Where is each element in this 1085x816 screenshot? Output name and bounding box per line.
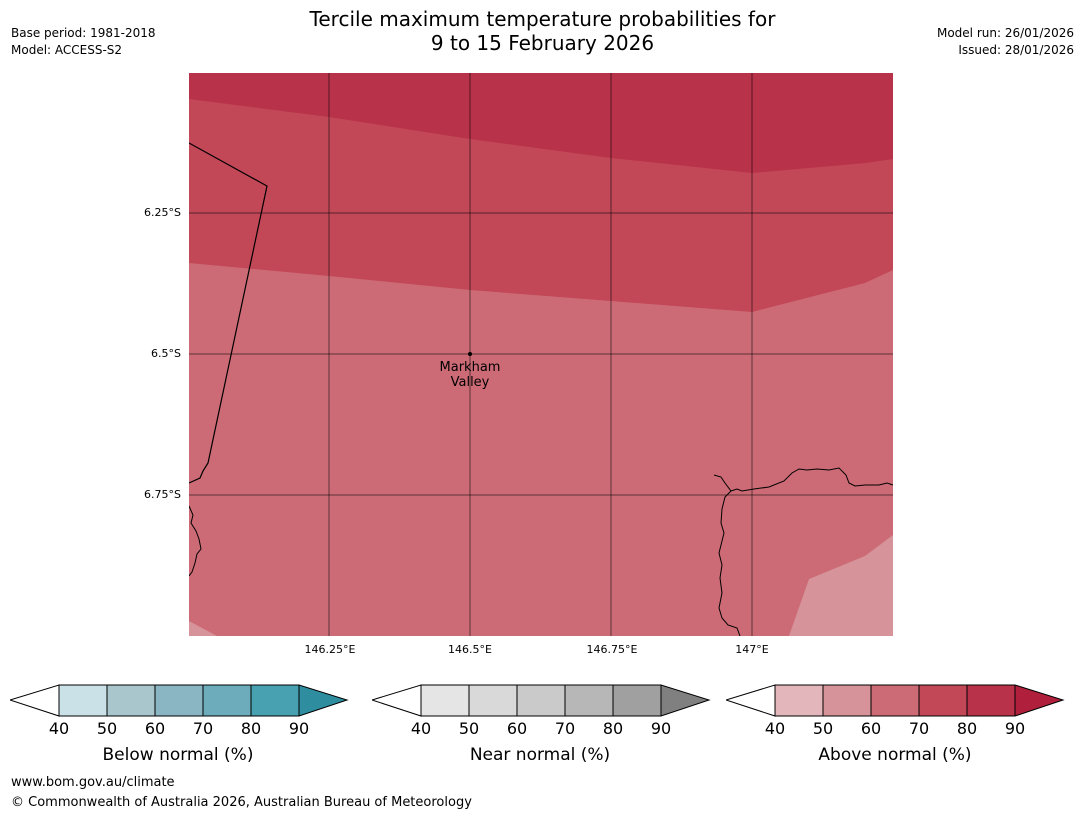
- colorbar-below-tick-60: 60: [144, 719, 166, 738]
- colorbar-above-tick-90: 90: [1004, 719, 1026, 738]
- lon-label-147: 147°E: [735, 643, 769, 656]
- colorbar-near-swatch-40: [421, 685, 469, 716]
- colorbar-below-tick-80: 80: [240, 719, 262, 738]
- colorbar-near-normal: [372, 684, 711, 717]
- colorbar-below-swatch-70: [203, 685, 251, 716]
- colorbar-near-swatch-50: [469, 685, 517, 716]
- coastline-huon-gulf: [713, 467, 893, 636]
- map-zone-above-50: [189, 535, 893, 636]
- colorbar-near-extend-high: [661, 685, 709, 716]
- colorbar-below-swatch-60: [155, 685, 203, 716]
- issued-text: Issued: 28/01/2026: [958, 43, 1074, 57]
- lat-label-6-25: 6.25°S: [144, 206, 181, 219]
- colorbar-above-swatch-40: [775, 685, 823, 716]
- lon-label-146-75: 146.75°E: [586, 643, 638, 656]
- colorbar-near-extend-low: [372, 684, 422, 717]
- colorbar-below-swatch-50: [107, 685, 155, 716]
- header-meta-left: Base period: 1981-2018 Model: ACCESS-S2: [11, 25, 156, 59]
- model-text: Model: ACCESS-S2: [11, 43, 123, 57]
- colorbar-near-swatch-60: [517, 685, 565, 716]
- colorbar-near-swatch-70: [565, 685, 613, 716]
- model-run-text: Model run: 26/01/2026: [936, 26, 1074, 40]
- colorbar-near-tick-40: 40: [410, 719, 432, 738]
- map-panel[interactable]: [189, 73, 893, 636]
- town-label-markham-valley: Markham Valley: [410, 360, 530, 390]
- colorbar-above-tick-60: 60: [860, 719, 882, 738]
- town-name-line-1: Markham: [439, 360, 501, 375]
- base-period-text: Base period: 1981-2018: [11, 26, 156, 40]
- colorbar-above-swatch-80: [967, 685, 1015, 716]
- colorbar-below-swatch-40: [59, 685, 107, 716]
- lon-label-146-5: 146.5°E: [448, 643, 492, 656]
- graticule: [189, 73, 893, 636]
- colorbar-above-extend-low: [726, 684, 776, 717]
- colorbar-below-extend-low: [10, 684, 60, 717]
- colorbar-below-extend-high: [299, 685, 347, 716]
- town-marker-dot: [468, 352, 472, 356]
- header-meta-right: Model run: 26/01/2026 Issued: 28/01/2026: [937, 25, 1074, 59]
- title-line-2: 9 to 15 February 2026: [430, 31, 655, 55]
- colorbar-near-tick-80: 80: [602, 719, 624, 738]
- title-line-1: Tercile maximum temperature probabilitie…: [309, 7, 776, 31]
- colorbar-above-normal: [726, 684, 1065, 717]
- province-border-line: [189, 142, 268, 484]
- colorbar-above-tick-80: 80: [956, 719, 978, 738]
- colorbar-above-tick-70: 70: [908, 719, 930, 738]
- colorbar-near-tick-70: 70: [554, 719, 576, 738]
- footer-url: www.bom.gov.au/climate: [11, 775, 175, 790]
- map-zone-above-80: [189, 73, 893, 173]
- lon-label-146-25: 146.25°E: [304, 643, 356, 656]
- footer-copyright: © Commonwealth of Australia 2026, Austra…: [11, 795, 472, 810]
- colorbar-above-swatch-70: [919, 685, 967, 716]
- colorbar-below-swatch-80: [251, 685, 299, 716]
- colorbar-above-swatch-50: [823, 685, 871, 716]
- colorbar-below-normal: [10, 684, 349, 717]
- colorbar-near-title: Near normal (%): [469, 745, 611, 765]
- colorbar-near-tick-50: 50: [458, 719, 480, 738]
- colorbar-above-title: Above normal (%): [818, 745, 972, 765]
- colorbar-above-tick-40: 40: [764, 719, 786, 738]
- colorbar-above-swatch-60: [871, 685, 919, 716]
- colorbar-below-tick-50: 50: [96, 719, 118, 738]
- colorbar-near-swatch-80: [613, 685, 661, 716]
- colorbar-near-tick-90: 90: [650, 719, 672, 738]
- colorbar-below-tick-90: 90: [288, 719, 310, 738]
- lat-label-6-75: 6.75°S: [144, 488, 181, 501]
- colorbar-below-tick-70: 70: [192, 719, 214, 738]
- colorbar-above-extend-high: [1015, 685, 1063, 716]
- coastline-west: [189, 505, 202, 577]
- town-name-line-2: Valley: [450, 375, 490, 390]
- colorbar-near-tick-60: 60: [506, 719, 528, 738]
- colorbar-below-tick-40: 40: [48, 719, 70, 738]
- page-title: Tercile maximum temperature probabilitie…: [0, 7, 1085, 55]
- colorbar-below-title: Below normal (%): [102, 745, 254, 765]
- colorbar-above-tick-50: 50: [812, 719, 834, 738]
- lat-label-6-5: 6.5°S: [151, 347, 181, 360]
